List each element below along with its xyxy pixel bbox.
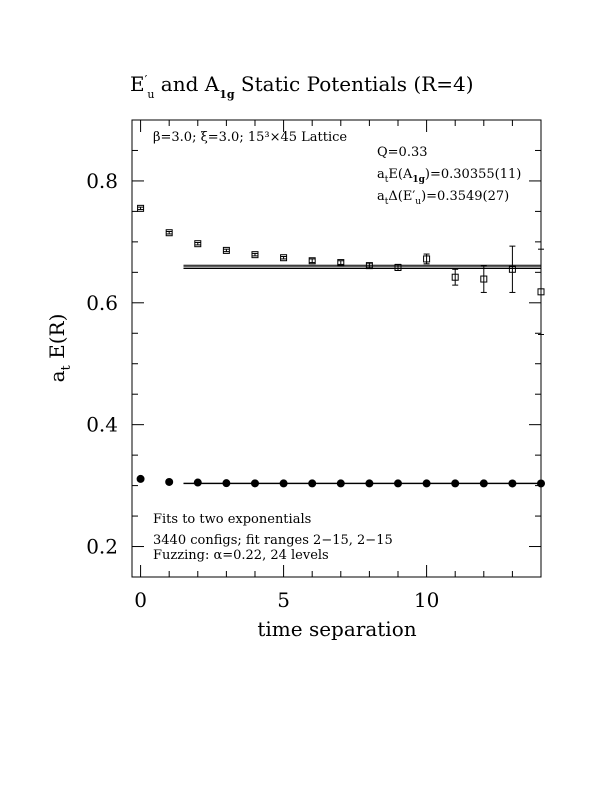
data-markers (136, 204, 545, 488)
data-point-circle (165, 477, 174, 486)
data-point-square (365, 262, 373, 270)
y-tick-label: 0.8 (86, 169, 118, 193)
axis-ticks (132, 120, 542, 577)
data-point-circle (279, 479, 288, 488)
data-point-square (280, 254, 288, 262)
data-point-circle (222, 479, 231, 488)
fuzzing-annotation: Fuzzing: α=0.22, 24 levels (153, 548, 329, 563)
y-tick-label: 0.4 (86, 413, 118, 437)
data-point-square (537, 288, 545, 296)
data-point-square (137, 204, 145, 212)
data-point-circle (193, 478, 202, 487)
data-point-circle (451, 479, 460, 488)
data-point-circle (250, 479, 259, 488)
configs-annotation: 3440 configs; fit ranges 2−15, 2−15 (153, 533, 393, 548)
data-point-square (194, 240, 202, 248)
data-point-square (165, 229, 173, 237)
q-annotation: Q=0.33 (377, 145, 428, 160)
y-tick-label: 0.2 (86, 535, 118, 559)
y-axis-label: at E(R) (45, 314, 74, 383)
data-point-circle (393, 479, 402, 488)
data-point-circle (365, 479, 374, 488)
data-point-circle (308, 479, 317, 488)
data-point-square (394, 263, 402, 271)
y-tick-label: 0.6 (86, 291, 118, 315)
data-point-square (308, 257, 316, 265)
data-point-circle (479, 479, 488, 488)
data-point-circle (537, 479, 545, 488)
x-tick-label: 5 (277, 588, 290, 612)
x-axis-label: time separation (257, 617, 416, 641)
fits-annotation: Fits to two exponentials (153, 512, 311, 527)
fit-lines (183, 264, 541, 485)
data-point-circle (136, 474, 145, 483)
data-point-square (508, 265, 516, 273)
data-point-circle (422, 479, 431, 488)
plot-frame (131, 119, 542, 578)
gap-annotation: atΔ(E′u)=0.3549(27) (377, 189, 509, 207)
data-point-square (423, 255, 431, 263)
x-tick-label: 10 (414, 588, 439, 612)
data-point-square (480, 275, 488, 283)
data-point-square (251, 251, 259, 259)
data-point-square (451, 273, 459, 281)
chart-title: E′u and A1g Static Potentials (R=4) (130, 72, 474, 101)
lattice-annotation: β=3.0; ξ=3.0; 15³×45 Lattice (153, 130, 347, 145)
data-point-circle (508, 479, 517, 488)
axis-tick-labels: 0 5 10 0.2 0.4 0.6 0.8 (86, 169, 439, 612)
data-point-square (222, 246, 230, 254)
data-point-circle (336, 479, 345, 488)
energy-annotation: atE(A1g)=0.30355(11) (377, 167, 521, 185)
data-point-square (337, 259, 345, 267)
x-tick-label: 0 (134, 588, 147, 612)
